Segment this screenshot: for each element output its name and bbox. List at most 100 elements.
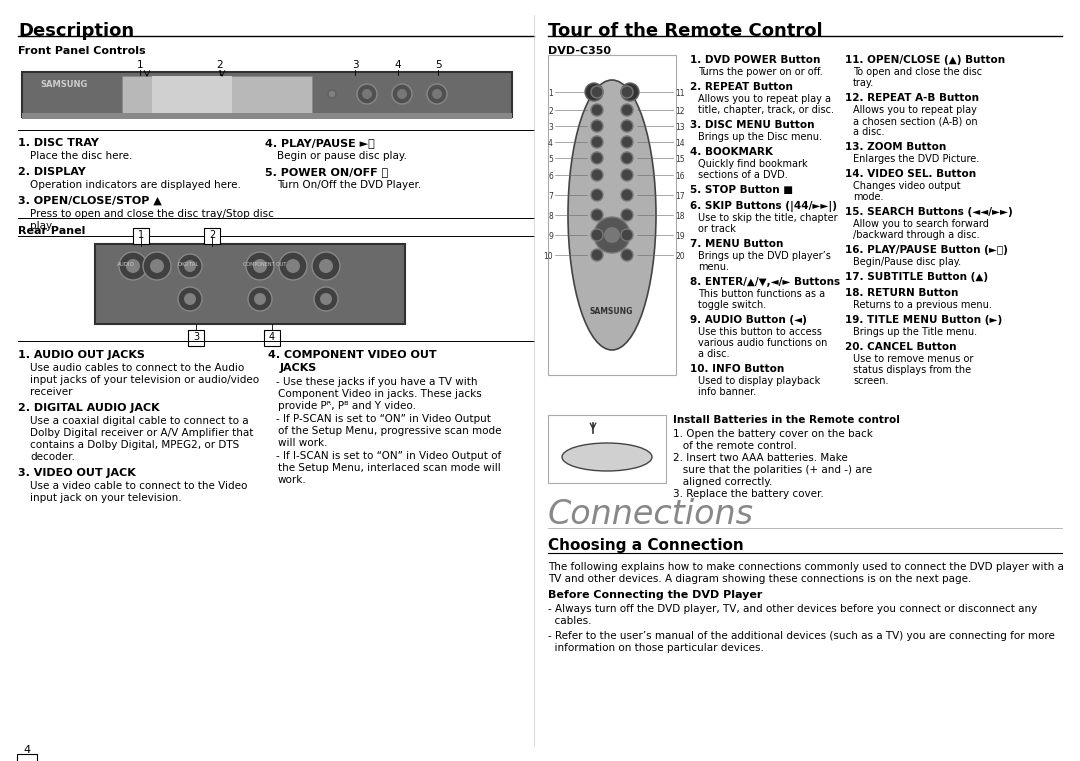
Text: Dolby Digital receiver or A/V Amplifier that: Dolby Digital receiver or A/V Amplifier …	[30, 428, 254, 438]
Text: Operation indicators are displayed here.: Operation indicators are displayed here.	[30, 180, 241, 190]
Text: AUDIO: AUDIO	[117, 262, 135, 267]
Text: 2: 2	[208, 230, 215, 240]
Circle shape	[328, 90, 336, 98]
Text: a disc.: a disc.	[853, 127, 885, 137]
Text: 13: 13	[675, 123, 685, 132]
Circle shape	[621, 189, 633, 201]
Text: 1. AUDIO OUT JACKS: 1. AUDIO OUT JACKS	[18, 350, 145, 360]
Text: DVD-C350: DVD-C350	[548, 46, 611, 56]
Circle shape	[150, 259, 164, 273]
Text: 5: 5	[434, 60, 442, 70]
FancyBboxPatch shape	[204, 228, 220, 244]
Text: 20. CANCEL Button: 20. CANCEL Button	[845, 342, 957, 352]
Circle shape	[427, 84, 447, 104]
Text: 20: 20	[675, 252, 685, 261]
Text: mode.: mode.	[853, 192, 883, 202]
Text: 4: 4	[269, 332, 275, 342]
Text: decoder.: decoder.	[30, 452, 75, 462]
Circle shape	[621, 209, 633, 221]
FancyBboxPatch shape	[17, 754, 37, 761]
Text: or track: or track	[698, 224, 735, 234]
Text: Quickly find bookmark: Quickly find bookmark	[698, 159, 808, 169]
Text: Brings up the DVD player’s: Brings up the DVD player’s	[698, 251, 831, 261]
Text: 3: 3	[549, 123, 553, 132]
Text: Use this button to access: Use this button to access	[698, 327, 822, 337]
Text: 18. RETURN Button: 18. RETURN Button	[845, 288, 958, 298]
Circle shape	[178, 287, 202, 311]
Circle shape	[621, 229, 633, 241]
Circle shape	[286, 259, 300, 273]
Text: 16: 16	[675, 172, 685, 181]
Text: 3: 3	[352, 60, 359, 70]
Text: toggle switch.: toggle switch.	[698, 300, 766, 310]
Text: Begin or pause disc play.: Begin or pause disc play.	[276, 151, 407, 161]
Circle shape	[184, 293, 195, 305]
FancyBboxPatch shape	[264, 330, 280, 346]
Text: a chosen section (A-B) on: a chosen section (A-B) on	[853, 116, 977, 126]
Text: Allow you to search forward: Allow you to search forward	[853, 219, 989, 229]
Text: 14: 14	[675, 139, 685, 148]
Ellipse shape	[562, 443, 652, 471]
Text: To open and close the disc: To open and close the disc	[853, 67, 982, 77]
Circle shape	[253, 259, 267, 273]
Circle shape	[591, 229, 603, 241]
Circle shape	[312, 252, 340, 280]
Text: 15. SEARCH Buttons (◄◄/►►): 15. SEARCH Buttons (◄◄/►►)	[845, 207, 1013, 217]
Circle shape	[126, 259, 140, 273]
Circle shape	[591, 136, 603, 148]
Text: screen.: screen.	[853, 376, 889, 386]
Bar	[22, 113, 512, 119]
Text: a disc.: a disc.	[698, 349, 729, 359]
Text: Turns the power on or off.: Turns the power on or off.	[698, 67, 823, 77]
Text: 18: 18	[675, 212, 685, 221]
Text: 2. REPEAT Button: 2. REPEAT Button	[690, 82, 793, 92]
Text: 4. PLAY/PAUSE ►⎯: 4. PLAY/PAUSE ►⎯	[265, 138, 375, 148]
Text: Place the disc here.: Place the disc here.	[30, 151, 133, 161]
Text: 14. VIDEO SEL. Button: 14. VIDEO SEL. Button	[845, 169, 976, 179]
Text: title, chapter, track, or disc.: title, chapter, track, or disc.	[698, 105, 834, 115]
Text: 1. Open the battery cover on the back: 1. Open the battery cover on the back	[673, 429, 873, 439]
Text: 6. SKIP Buttons (|44/►►|): 6. SKIP Buttons (|44/►►|)	[690, 201, 837, 212]
Text: 7. MENU Button: 7. MENU Button	[690, 239, 783, 249]
Text: Press to open and close the disc tray/Stop disc: Press to open and close the disc tray/St…	[30, 209, 274, 219]
Text: Connections: Connections	[548, 498, 754, 531]
Text: Changes video output: Changes video output	[853, 181, 960, 191]
Text: 11: 11	[675, 89, 685, 98]
Text: 16. PLAY/PAUSE Button (►⎯): 16. PLAY/PAUSE Button (►⎯)	[845, 245, 1008, 255]
Text: Component Video in jacks. These jacks: Component Video in jacks. These jacks	[278, 389, 482, 399]
Text: 4: 4	[24, 745, 30, 755]
Text: Choosing a Connection: Choosing a Connection	[548, 538, 744, 553]
Text: /backward through a disc.: /backward through a disc.	[853, 230, 980, 240]
Text: of the Setup Menu, progressive scan mode: of the Setup Menu, progressive scan mode	[278, 426, 501, 436]
Text: aligned correctly.: aligned correctly.	[673, 477, 772, 487]
Circle shape	[319, 259, 333, 273]
Text: 19. TITLE MENU Button (►): 19. TITLE MENU Button (►)	[845, 315, 1002, 325]
Text: 2. DISPLAY: 2. DISPLAY	[18, 167, 85, 177]
Text: info banner.: info banner.	[698, 387, 756, 397]
Circle shape	[432, 89, 442, 99]
FancyBboxPatch shape	[188, 330, 204, 346]
Text: The following explains how to make connections commonly used to connect the DVD : The following explains how to make conne…	[548, 562, 1064, 572]
Text: 17: 17	[675, 192, 685, 201]
Circle shape	[591, 152, 603, 164]
Text: - If I-SCAN is set to “ON” in Video Output of: - If I-SCAN is set to “ON” in Video Outp…	[276, 451, 501, 461]
Text: 3. OPEN/CLOSE/STOP ▲: 3. OPEN/CLOSE/STOP ▲	[18, 196, 162, 206]
Text: 5. POWER ON/OFF ⏻: 5. POWER ON/OFF ⏻	[265, 167, 388, 177]
Text: 10. INFO Button: 10. INFO Button	[690, 364, 784, 374]
Bar	[548, 415, 666, 483]
Text: DIGITAL: DIGITAL	[177, 262, 199, 267]
Text: Turn On/Off the DVD Player.: Turn On/Off the DVD Player.	[276, 180, 421, 190]
Text: menu.: menu.	[698, 262, 729, 272]
Ellipse shape	[568, 80, 656, 350]
Text: 19: 19	[675, 232, 685, 241]
Text: 5. STOP Button ■: 5. STOP Button ■	[690, 185, 793, 195]
Circle shape	[314, 287, 338, 311]
Text: 9: 9	[549, 232, 553, 241]
Text: 3. VIDEO OUT JACK: 3. VIDEO OUT JACK	[18, 468, 136, 478]
Text: 4. BOOKMARK: 4. BOOKMARK	[690, 147, 773, 157]
Circle shape	[184, 260, 195, 272]
Text: 7: 7	[549, 192, 553, 201]
Text: Brings up the Disc menu.: Brings up the Disc menu.	[698, 132, 822, 142]
Circle shape	[621, 86, 633, 98]
Bar	[122, 76, 312, 113]
